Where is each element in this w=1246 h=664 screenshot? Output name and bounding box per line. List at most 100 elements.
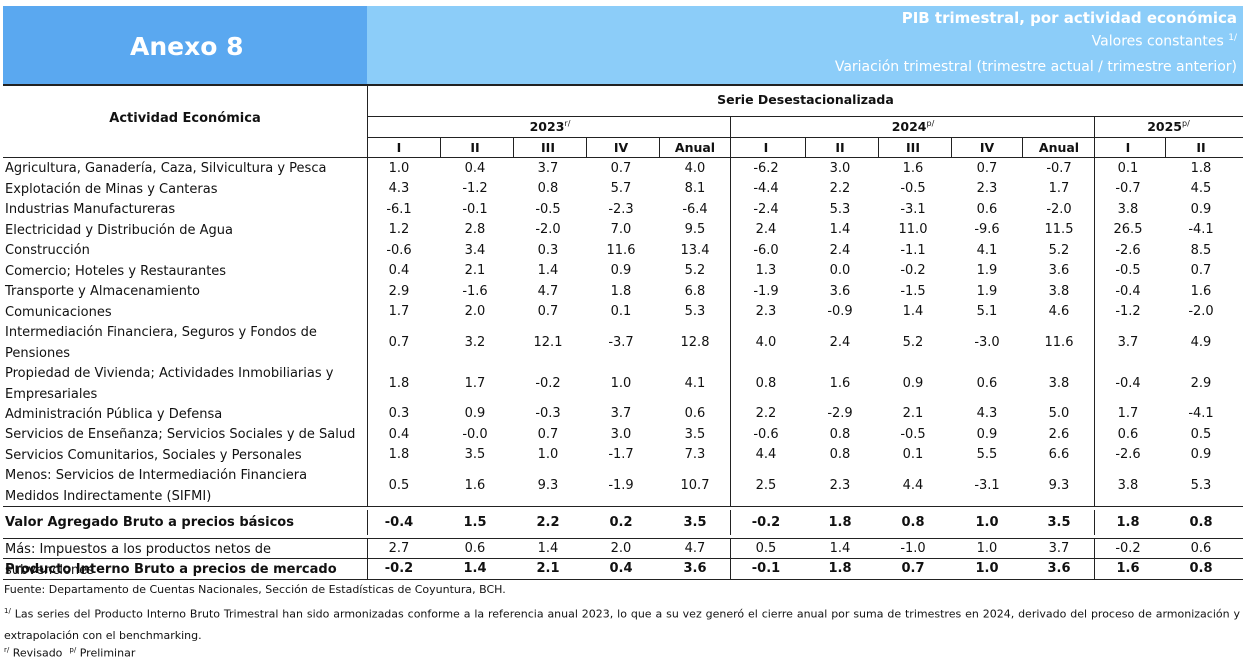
value-cell: 2.9 bbox=[388, 284, 410, 299]
value-cell: 0.7 bbox=[388, 335, 410, 350]
table-row: Agricultura, Ganadería, Caza, Silvicultu… bbox=[3, 158, 1243, 179]
value-cell: -6.4 bbox=[682, 202, 708, 217]
value-cell: -0.0 bbox=[462, 427, 488, 442]
value-cell: 0.4 bbox=[609, 561, 633, 576]
value-cell: 0.8 bbox=[1189, 515, 1213, 530]
value-cell: 4.1 bbox=[684, 376, 706, 391]
value-cell: 5.1 bbox=[976, 304, 998, 319]
value-cell: 0.4 bbox=[388, 263, 410, 278]
activity-name: Servicios de Enseñanza; Servicios Social… bbox=[5, 427, 356, 442]
value-cell: 3.0 bbox=[829, 161, 851, 176]
table-row: Comercio; Hoteles y Restaurantes 0.4 2.1 1.… bbox=[3, 261, 1243, 281]
value-cell: 2.8 bbox=[464, 222, 486, 237]
value-cell: 5.0 bbox=[1048, 406, 1070, 421]
value-cell: 26.5 bbox=[1113, 222, 1143, 237]
value-cell: 2.0 bbox=[610, 541, 632, 556]
value-cell: -2.0 bbox=[1046, 202, 1072, 217]
quarter-header: I bbox=[1125, 140, 1131, 155]
value-cell: 0.6 bbox=[1190, 541, 1212, 556]
value-cell: 5.2 bbox=[684, 263, 706, 278]
value-cell: 0.8 bbox=[1189, 561, 1213, 576]
title-banner: PIB trimestral, por actividad económica … bbox=[367, 6, 1243, 84]
value-cell: 11.6 bbox=[1044, 335, 1074, 350]
value-cell: -0.6 bbox=[386, 243, 412, 258]
table-row: Industrias Manufactureras -6.1 -0.1 -0.5 -2.… bbox=[3, 199, 1243, 220]
annex-title: Anexo 8 bbox=[130, 32, 244, 61]
value-cell: -1.2 bbox=[1115, 304, 1141, 319]
value-cell: 0.1 bbox=[902, 447, 924, 462]
value-cell: 0.7 bbox=[537, 304, 559, 319]
value-cell: 2.2 bbox=[829, 181, 851, 196]
value-cell: -3.1 bbox=[900, 202, 926, 217]
value-cell: -0.2 bbox=[1115, 541, 1141, 556]
value-cell: 4.0 bbox=[755, 335, 777, 350]
value-cell: 0.8 bbox=[901, 515, 925, 530]
value-cell: -3.0 bbox=[974, 335, 1000, 350]
value-cell: -4.4 bbox=[753, 181, 779, 196]
value-cell: 1.0 bbox=[537, 447, 559, 462]
value-cell: -2.3 bbox=[608, 202, 634, 217]
value-cell: 2.4 bbox=[755, 222, 777, 237]
value-cell: -0.3 bbox=[535, 406, 561, 421]
value-cell: 8.1 bbox=[684, 181, 706, 196]
value-cell: -3.1 bbox=[974, 478, 1000, 493]
value-cell: 12.1 bbox=[533, 335, 563, 350]
quarter-header: II bbox=[1196, 140, 1206, 155]
table-row: Comunicaciones 1.7 2.0 0.7 0.1 5.3 2.3 -0.9 1.4 5… bbox=[3, 302, 1243, 322]
table-row: Servicios Comunitarios, Sociales y Perso… bbox=[3, 445, 1243, 465]
table-row: Transporte y Almacenamiento 2.9 -1.6 4.7 1.8… bbox=[3, 281, 1243, 302]
value-cell: 2.1 bbox=[902, 406, 924, 421]
value-cell: 2.2 bbox=[536, 515, 560, 530]
value-cell: 1.7 bbox=[1048, 181, 1070, 196]
value-cell: 4.6 bbox=[1048, 304, 1070, 319]
value-cell: 6.6 bbox=[1048, 447, 1070, 462]
value-cell: 4.4 bbox=[755, 447, 777, 462]
quarter-header: I bbox=[396, 140, 402, 155]
value-cell: 1.4 bbox=[829, 222, 851, 237]
value-cell: 0.9 bbox=[1190, 447, 1212, 462]
value-cell: -3.7 bbox=[608, 335, 634, 350]
value-cell: 4.4 bbox=[902, 478, 924, 493]
value-cell: 3.8 bbox=[1117, 478, 1139, 493]
activity-name: Producto Interno Bruto a precios de merc… bbox=[5, 562, 337, 577]
value-cell: 3.8 bbox=[1048, 376, 1070, 391]
value-cell: 0.9 bbox=[464, 406, 486, 421]
value-cell: 2.0 bbox=[464, 304, 486, 319]
table-row: Intermediación Financiera, Seguros y Fon… bbox=[3, 322, 1243, 363]
table-subtitle-variation: Variación trimestral (trimestre actual /… bbox=[834, 59, 1237, 75]
value-cell: 5.7 bbox=[610, 181, 632, 196]
activity-name: Menos: Servicios de Intermediación Finan… bbox=[5, 468, 308, 504]
activity-name: Industrias Manufactureras bbox=[5, 202, 176, 217]
value-cell: 3.6 bbox=[1047, 561, 1071, 576]
value-cell: 3.6 bbox=[683, 561, 707, 576]
value-cell: 0.4 bbox=[388, 427, 410, 442]
value-cell: 4.1 bbox=[976, 243, 998, 258]
table-title: PIB trimestral, por actividad económica bbox=[901, 9, 1237, 27]
value-cell: 1.8 bbox=[1116, 515, 1140, 530]
value-cell: 2.3 bbox=[829, 478, 851, 493]
value-cell: 0.7 bbox=[901, 561, 925, 576]
value-cell: 1.7 bbox=[388, 304, 410, 319]
value-cell: -1.5 bbox=[900, 284, 926, 299]
value-cell: 1.2 bbox=[388, 222, 410, 237]
activity-name: Agricultura, Ganadería, Caza, Silvicultu… bbox=[5, 161, 327, 176]
value-cell: 1.0 bbox=[975, 561, 999, 576]
value-cell: 5.2 bbox=[1048, 243, 1070, 258]
value-cell: 1.4 bbox=[902, 304, 924, 319]
value-cell: 2.1 bbox=[464, 263, 486, 278]
value-cell: 2.3 bbox=[755, 304, 777, 319]
value-cell: 0.3 bbox=[537, 243, 559, 258]
value-cell: 3.8 bbox=[1117, 202, 1139, 217]
value-cell: 11.6 bbox=[606, 243, 636, 258]
value-cell: 1.6 bbox=[1116, 561, 1140, 576]
table-row: Administración Pública y Defensa 0.3 0.9 -0… bbox=[3, 404, 1243, 424]
value-cell: 1.4 bbox=[829, 541, 851, 556]
value-cell: 0.1 bbox=[610, 304, 632, 319]
value-cell: 2.7 bbox=[388, 541, 410, 556]
value-cell: 1.3 bbox=[755, 263, 777, 278]
value-cell: -4.1 bbox=[1188, 222, 1214, 237]
value-cell: 1.9 bbox=[976, 284, 998, 299]
quarter-header: Anual bbox=[1038, 140, 1080, 155]
value-cell: 1.7 bbox=[464, 376, 486, 391]
value-cell: 5.3 bbox=[829, 202, 851, 217]
